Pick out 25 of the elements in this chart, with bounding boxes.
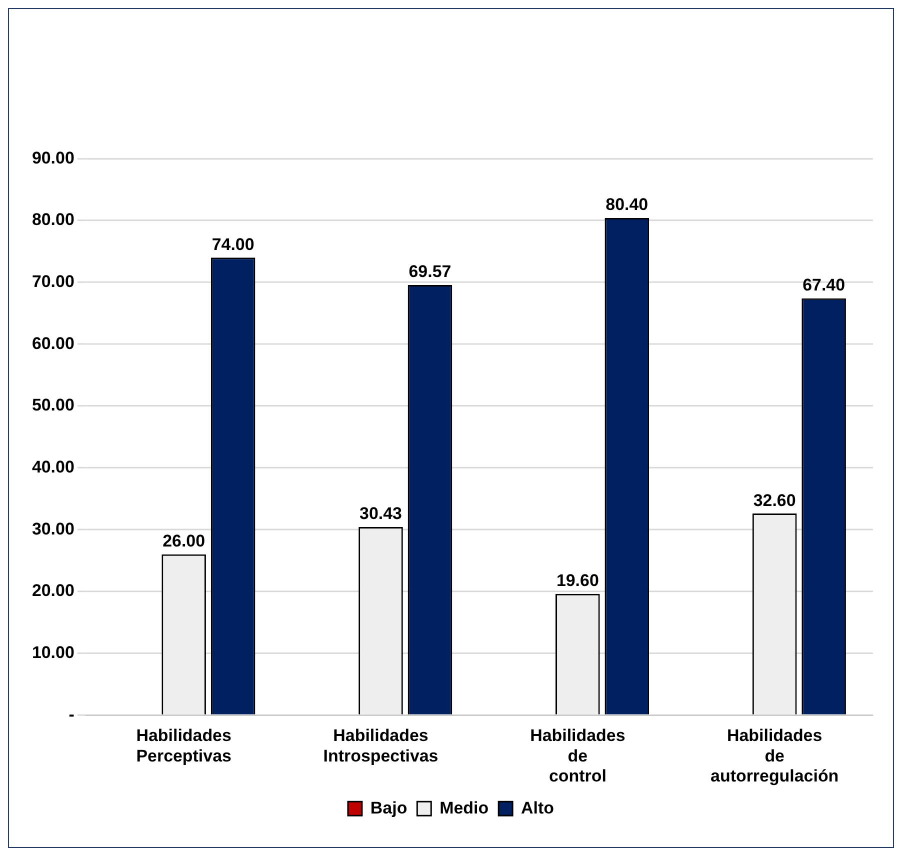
data-label: 26.00 [162, 532, 206, 551]
y-tick-label: 60.00 [32, 334, 74, 353]
y-tick-label: 80.00 [32, 210, 74, 230]
y-tick-label: 40.00 [32, 457, 74, 476]
x-tick-label: Habilidades de autorregulación [710, 726, 839, 786]
x-tick-label: Habilidades de control [530, 726, 626, 786]
x-tick-label: Habilidades Introspectivas [323, 726, 438, 766]
data-label: 67.40 [802, 276, 846, 295]
y-tick-label: 90.00 [32, 148, 74, 168]
data-label: 19.60 [556, 571, 599, 590]
data-label: 30.43 [360, 504, 402, 524]
y-tick-label: 20.00 [32, 581, 74, 600]
data-label: 32.60 [753, 490, 796, 510]
legend-label: Bajo [370, 798, 408, 818]
y-tick-label: 50.00 [32, 396, 74, 415]
y-tick-label: - [68, 704, 74, 724]
x-tick-label: Habilidades Perceptivas [136, 726, 232, 766]
y-tick-label: 10.00 [32, 642, 74, 662]
legend-label: Alto [521, 798, 554, 818]
data-label: 80.40 [606, 195, 648, 214]
y-tick-label: 70.00 [32, 272, 74, 291]
data-label: 69.57 [408, 262, 452, 282]
y-tick-label: 30.00 [32, 519, 74, 538]
legend-label: Medio [440, 798, 489, 818]
data-label: 74.00 [212, 234, 254, 254]
